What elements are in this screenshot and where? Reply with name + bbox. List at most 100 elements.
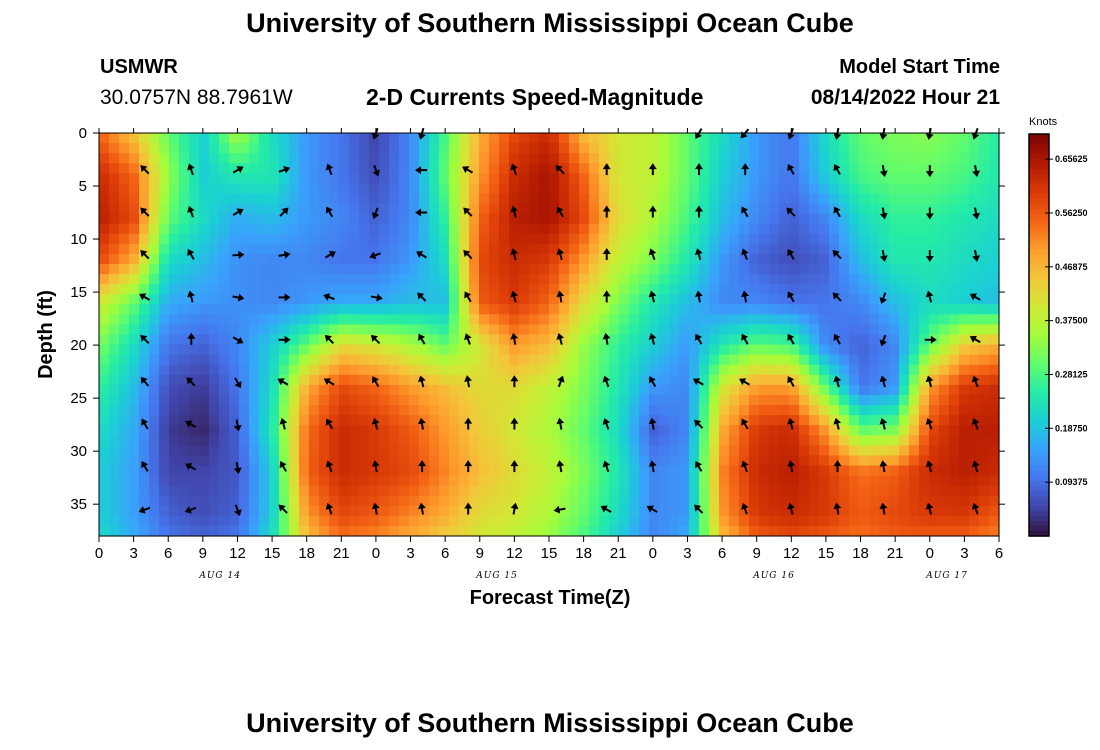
heatmap-cell bbox=[249, 425, 260, 436]
arrow-head bbox=[553, 505, 561, 514]
heatmap-cell bbox=[449, 344, 460, 356]
heatmap-cell bbox=[739, 475, 750, 487]
heatmap-cell bbox=[109, 143, 120, 154]
heatmap-cell bbox=[539, 243, 550, 255]
heatmap-cell bbox=[149, 173, 160, 184]
heatmap-cell bbox=[169, 364, 180, 376]
arrow-head bbox=[694, 419, 702, 427]
heatmap-cell bbox=[829, 525, 840, 537]
current-vector-arrow bbox=[602, 205, 611, 218]
heatmap-cell bbox=[629, 515, 640, 527]
heatmap-cell bbox=[279, 485, 290, 497]
heatmap-cell bbox=[569, 153, 580, 164]
arrow-head bbox=[648, 376, 656, 384]
heatmap-cell bbox=[909, 294, 920, 305]
heatmap-cell bbox=[719, 203, 730, 215]
heatmap-cell bbox=[219, 445, 230, 456]
heatmap-cell bbox=[979, 213, 990, 225]
heatmap-cell bbox=[389, 515, 400, 527]
heatmap-cell bbox=[299, 495, 310, 507]
heatmap-cell bbox=[459, 415, 470, 426]
heatmap-cell bbox=[399, 153, 410, 164]
heatmap-cell bbox=[589, 475, 600, 487]
heatmap-cell bbox=[759, 163, 770, 174]
arrow-head bbox=[602, 460, 611, 468]
heatmap-cell bbox=[669, 505, 680, 517]
heatmap-cell bbox=[139, 284, 150, 295]
heatmap-cell bbox=[219, 153, 230, 164]
heatmap-cell bbox=[709, 314, 720, 326]
heatmap-cell bbox=[609, 515, 620, 527]
heatmap-cell bbox=[959, 485, 970, 497]
heatmap-cell bbox=[209, 183, 220, 195]
colorbar-segment bbox=[1029, 249, 1049, 256]
heatmap-cell bbox=[289, 223, 300, 235]
heatmap-cell bbox=[539, 163, 550, 174]
heatmap-cell bbox=[389, 133, 400, 144]
heatmap-cell bbox=[199, 213, 210, 225]
current-vector-arrow bbox=[510, 502, 519, 515]
heatmap-cell bbox=[929, 274, 940, 285]
current-vector-arrow bbox=[648, 290, 657, 303]
heatmap-cell bbox=[769, 294, 780, 305]
heatmap-cell bbox=[819, 284, 830, 295]
heatmap-cell bbox=[689, 394, 700, 406]
heatmap-cell bbox=[409, 465, 420, 477]
colorbar-segment bbox=[1029, 520, 1049, 527]
heatmap-cell bbox=[709, 153, 720, 164]
heatmap-cell bbox=[199, 233, 210, 245]
heatmap-cell bbox=[229, 233, 240, 245]
heatmap-cell bbox=[189, 364, 200, 376]
heatmap-cell bbox=[929, 203, 940, 215]
heatmap-cell bbox=[439, 183, 450, 195]
heatmap-cell bbox=[719, 253, 730, 265]
heatmap-cell bbox=[759, 284, 770, 295]
heatmap-cell bbox=[959, 455, 970, 467]
heatmap-cell bbox=[959, 284, 970, 295]
heatmap-cell bbox=[899, 274, 910, 285]
heatmap-cell bbox=[449, 364, 460, 376]
heatmap-cell bbox=[569, 425, 580, 436]
heatmap-cell bbox=[719, 193, 730, 205]
heatmap-cell bbox=[329, 374, 340, 386]
heatmap-cell bbox=[279, 445, 290, 456]
heatmap-cell bbox=[219, 384, 230, 396]
heatmap-cell bbox=[329, 394, 340, 406]
arrow-head bbox=[879, 133, 888, 140]
heatmap-cell bbox=[829, 183, 840, 195]
heatmap-cell bbox=[889, 223, 900, 235]
heatmap-cell bbox=[679, 354, 690, 366]
heatmap-cell bbox=[669, 415, 680, 426]
heatmap-cell bbox=[469, 495, 480, 507]
heatmap-cell bbox=[299, 193, 310, 205]
y-tick-label: 5 bbox=[79, 178, 87, 195]
heatmap-cell bbox=[409, 133, 420, 144]
heatmap-cell bbox=[829, 294, 840, 305]
heatmap-cell bbox=[459, 344, 470, 356]
heatmap-cell bbox=[779, 263, 790, 275]
heatmap-cell bbox=[559, 233, 570, 245]
heatmap-cell bbox=[929, 394, 940, 406]
heatmap-cell bbox=[859, 233, 870, 245]
heatmap-cell bbox=[649, 354, 660, 366]
heatmap-cell bbox=[559, 405, 570, 416]
heatmap-cell bbox=[229, 133, 240, 144]
heatmap-cell bbox=[649, 213, 660, 225]
current-vector-arrow bbox=[786, 207, 796, 217]
heatmap-cell bbox=[269, 314, 280, 326]
heatmap-cell bbox=[359, 344, 370, 356]
heatmap-cell bbox=[829, 304, 840, 315]
heatmap-cell bbox=[809, 223, 820, 235]
heatmap-cell bbox=[409, 143, 420, 154]
heatmap-cell bbox=[449, 274, 460, 285]
heatmap-cell bbox=[489, 143, 500, 154]
heatmap-cell bbox=[719, 334, 730, 346]
heatmap-cell bbox=[169, 183, 180, 195]
heatmap-cell bbox=[749, 183, 760, 195]
heatmap-cell bbox=[109, 344, 120, 356]
heatmap-cell bbox=[409, 253, 420, 265]
heatmap-cell bbox=[809, 173, 820, 184]
heatmap-cell bbox=[939, 133, 950, 144]
heatmap-cell bbox=[889, 344, 900, 356]
heatmap-cell bbox=[479, 143, 490, 154]
